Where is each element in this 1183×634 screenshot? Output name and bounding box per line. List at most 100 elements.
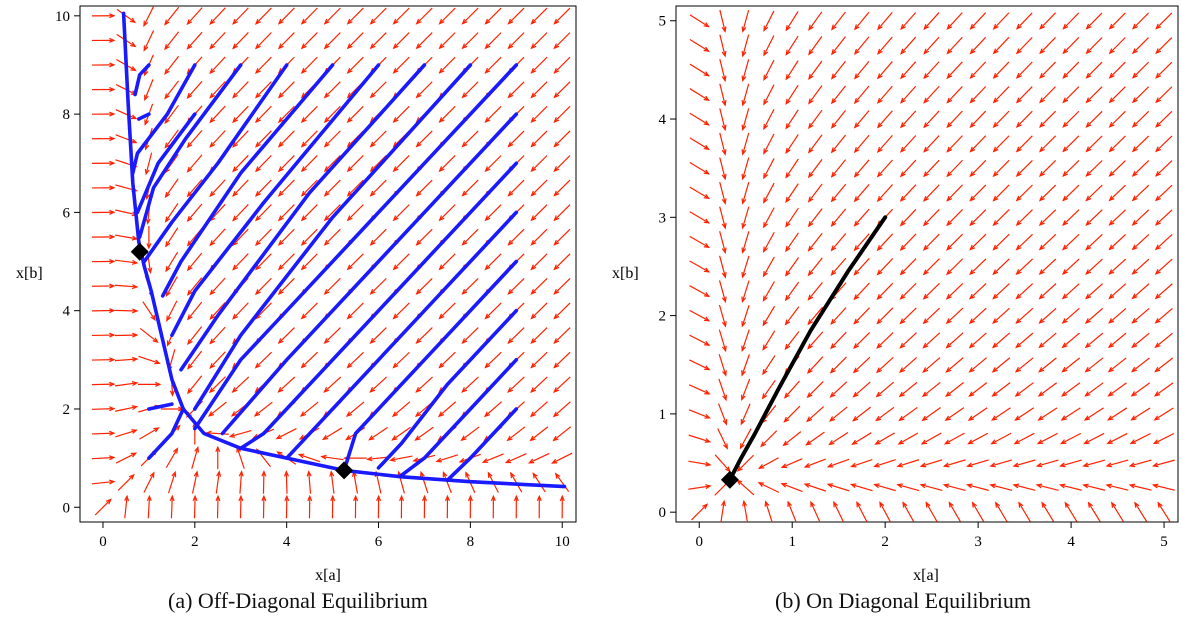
field-arrow bbox=[1014, 432, 1035, 445]
field-arrow bbox=[508, 32, 525, 49]
field-arrow bbox=[900, 184, 917, 202]
field-arrowhead bbox=[484, 362, 491, 369]
field-arrow bbox=[115, 134, 137, 144]
field-arrowhead bbox=[876, 294, 883, 301]
field-arrowhead bbox=[741, 296, 747, 303]
field-arrowhead bbox=[131, 356, 139, 362]
field-arrow bbox=[416, 32, 433, 49]
field-arrow bbox=[232, 376, 250, 393]
field-arrowhead bbox=[785, 172, 791, 179]
field-arrowhead bbox=[507, 387, 514, 393]
field-arrow bbox=[553, 376, 571, 393]
field-arrowhead bbox=[1062, 48, 1069, 55]
field-arrowhead bbox=[873, 483, 880, 489]
field-arrow bbox=[209, 105, 226, 123]
field-arrowhead bbox=[553, 67, 560, 74]
field-arrowhead bbox=[807, 221, 814, 228]
field-arrow bbox=[369, 376, 388, 393]
field-arrowhead bbox=[346, 215, 353, 222]
x-tick-label: 3 bbox=[974, 534, 982, 550]
field-arrowhead bbox=[186, 166, 193, 173]
field-arrow bbox=[116, 8, 136, 23]
field-arrow bbox=[689, 14, 709, 28]
field-arrow bbox=[187, 277, 203, 296]
field-arrow bbox=[1062, 258, 1080, 275]
field-arrow bbox=[742, 132, 750, 155]
field-arrow bbox=[278, 105, 295, 123]
field-arrow bbox=[763, 158, 775, 179]
field-arrowhead bbox=[965, 483, 973, 489]
field-arrowhead bbox=[784, 319, 791, 326]
field-arrowhead bbox=[109, 111, 116, 117]
field-arrow bbox=[759, 457, 779, 469]
field-arrow bbox=[925, 502, 938, 522]
field-arrow bbox=[1132, 135, 1150, 152]
field-arrowhead bbox=[109, 209, 116, 215]
field-arrowhead bbox=[992, 318, 999, 325]
field-arrowhead bbox=[1060, 415, 1067, 421]
field-arrow bbox=[462, 81, 479, 98]
field-arrow bbox=[255, 56, 272, 74]
field-arrow bbox=[232, 302, 249, 320]
field-arrow bbox=[1039, 283, 1057, 299]
field-arrow bbox=[922, 407, 941, 421]
field-arrowhead bbox=[900, 73, 906, 80]
field-arrowhead bbox=[510, 471, 516, 479]
field-arrow bbox=[1016, 159, 1033, 177]
field-arrowhead bbox=[369, 387, 376, 393]
field-arrowhead bbox=[165, 290, 171, 298]
field-arrowhead bbox=[1061, 293, 1068, 300]
field-arrow bbox=[1132, 209, 1150, 226]
field-arrow bbox=[900, 233, 917, 251]
field-arrow bbox=[785, 232, 799, 252]
field-arrow bbox=[1016, 307, 1034, 324]
field-arrowhead bbox=[230, 411, 238, 417]
field-arrowhead bbox=[215, 494, 221, 502]
field-arrowhead bbox=[144, 119, 149, 126]
field-arrow bbox=[393, 155, 410, 172]
field-arrowhead bbox=[1038, 146, 1045, 153]
field-arrow bbox=[508, 277, 525, 295]
field-arrowhead bbox=[722, 394, 727, 402]
field-arrowhead bbox=[721, 247, 727, 255]
field-arrowhead bbox=[415, 338, 422, 344]
field-arrow bbox=[946, 233, 964, 251]
trajectory-curve bbox=[142, 63, 289, 264]
field-arrowhead bbox=[1154, 293, 1161, 300]
field-arrow bbox=[993, 110, 1010, 128]
field-arrowhead bbox=[920, 439, 928, 445]
field-arrow bbox=[876, 381, 894, 397]
x-tick-label: 4 bbox=[1067, 534, 1075, 550]
field-arrow bbox=[393, 302, 410, 319]
field-arrow bbox=[739, 428, 752, 449]
field-arrowhead bbox=[481, 458, 489, 463]
field-arrow bbox=[808, 60, 823, 80]
equilibrium-marker bbox=[130, 242, 149, 261]
field-arrow bbox=[1084, 432, 1105, 445]
field-arrowhead bbox=[826, 462, 834, 468]
field-arrowhead bbox=[808, 24, 814, 31]
field-arrowhead bbox=[553, 190, 560, 197]
field-arrowhead bbox=[923, 48, 930, 55]
y-axis-label: x[b] bbox=[612, 265, 639, 282]
field-arrow bbox=[1013, 459, 1036, 467]
field-arrowhead bbox=[828, 439, 835, 446]
field-arrowhead bbox=[782, 440, 789, 447]
field-arrowhead bbox=[530, 166, 537, 173]
field-arrow bbox=[765, 501, 773, 522]
field-arrowhead bbox=[922, 318, 929, 325]
field-arrowhead bbox=[484, 18, 491, 25]
field-arrowhead bbox=[1151, 483, 1159, 489]
field-arrow bbox=[209, 277, 226, 295]
field-arrow bbox=[1088, 502, 1101, 522]
field-arrowhead bbox=[946, 122, 953, 129]
field-arrowhead bbox=[1131, 146, 1138, 153]
field-arrow bbox=[369, 426, 388, 441]
field-arrowhead bbox=[899, 342, 906, 349]
field-arrow bbox=[1062, 357, 1081, 373]
field-arrowhead bbox=[530, 92, 537, 99]
field-arrow bbox=[1083, 484, 1106, 491]
field-arrowhead bbox=[969, 97, 976, 104]
